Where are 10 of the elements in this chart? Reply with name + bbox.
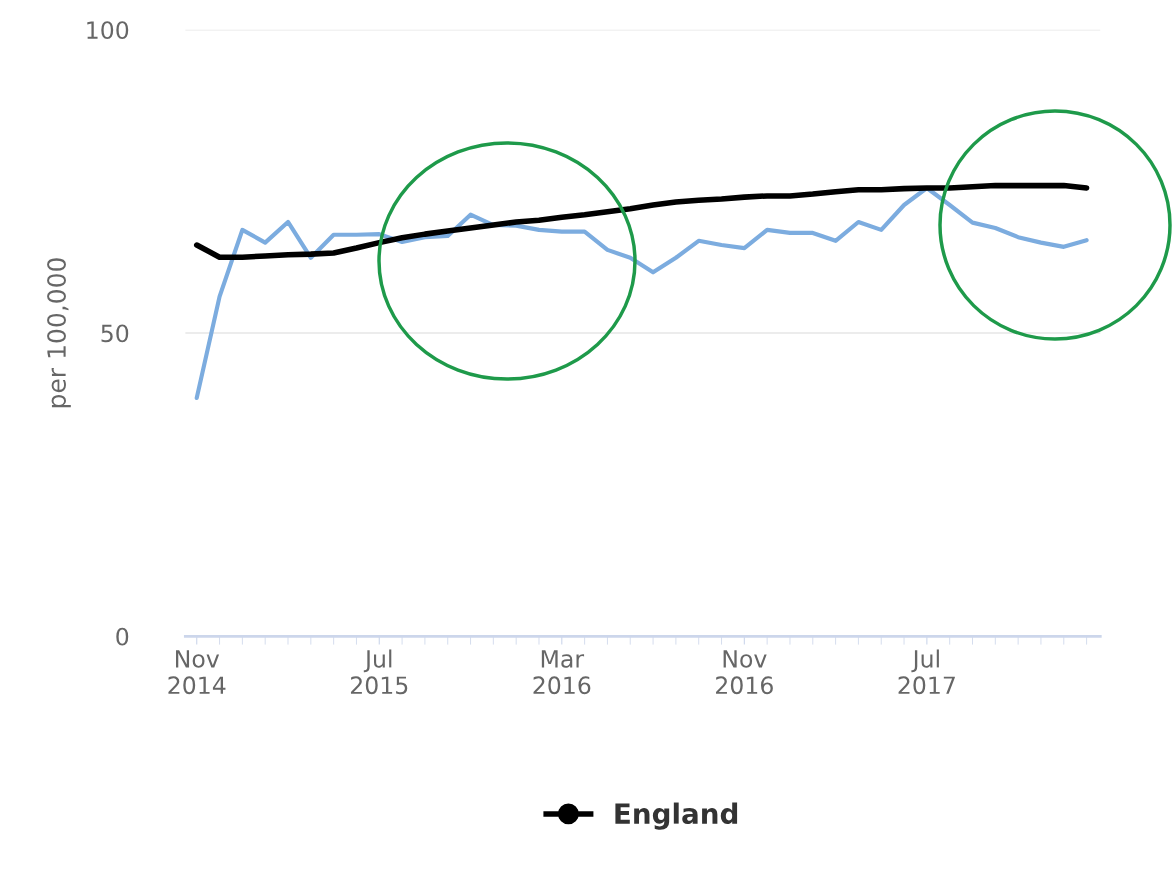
x-tick-label: Nov 2014 bbox=[168, 650, 226, 695]
legend-label: England bbox=[615, 802, 738, 830]
x-tick-label: Mar 2016 bbox=[533, 650, 591, 695]
y-axis-title: per 100,000 bbox=[47, 258, 71, 408]
y-tick-label: 50 bbox=[101, 324, 129, 343]
x-tick-label: Jul 2015 bbox=[350, 649, 408, 695]
x-tick-label: Jul 2017 bbox=[898, 649, 955, 695]
y-tick-label: 0 bbox=[116, 627, 129, 646]
y-tick-label: 100 bbox=[87, 21, 129, 40]
x-tick-label: Nov 2016 bbox=[716, 650, 773, 695]
